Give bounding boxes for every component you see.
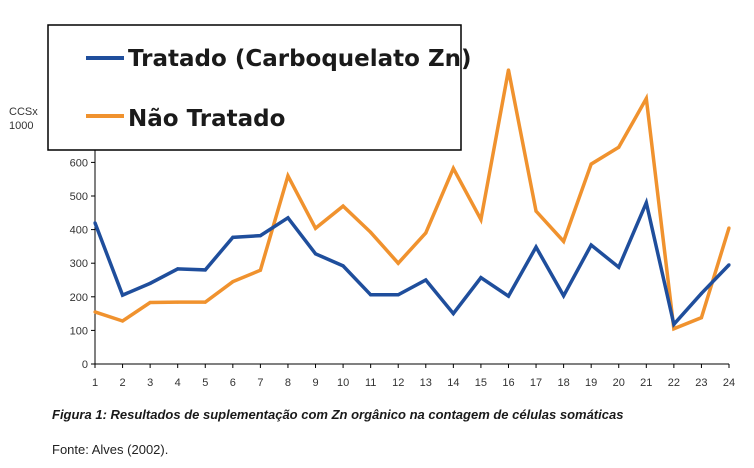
x-tick-label: 5 (202, 377, 208, 389)
y-tick-label: 100 (70, 325, 88, 337)
data-point-nao-tratado (562, 239, 566, 243)
data-point-tratado (644, 201, 648, 205)
data-point-nao-tratado (286, 174, 290, 178)
x-tick-label: 22 (668, 377, 680, 389)
data-point-nao-tratado (506, 68, 511, 72)
y-axis-label-line2: 1000 (9, 120, 33, 132)
data-point-nao-tratado (699, 316, 704, 320)
data-point-tratado (562, 294, 566, 298)
x-tick-label: 3 (147, 377, 153, 389)
data-point-tratado (93, 221, 97, 225)
data-point-tratado (506, 294, 511, 298)
data-point-nao-tratado (617, 145, 621, 149)
data-point-tratado (534, 245, 538, 249)
data-point-nao-tratado (93, 310, 97, 314)
data-point-tratado (341, 264, 345, 268)
data-point-nao-tratado (176, 300, 180, 304)
data-point-tratado (479, 276, 483, 280)
x-tick-label: 6 (230, 377, 236, 389)
x-tick-label: 23 (695, 377, 707, 389)
x-tick-label: 8 (285, 377, 291, 389)
x-tick-label: 17 (530, 377, 542, 389)
data-point-tratado (589, 243, 593, 247)
x-tick-label: 7 (257, 377, 263, 389)
x-tick-label: 2 (120, 377, 126, 389)
data-point-nao-tratado (341, 204, 345, 208)
data-point-nao-tratado (396, 261, 400, 265)
x-tick-label: 19 (585, 377, 597, 389)
y-tick-label: 500 (70, 191, 88, 203)
data-point-nao-tratado (589, 162, 593, 166)
series-layer (93, 68, 731, 332)
y-axis-label-line1: CCSx (9, 106, 38, 118)
y-tick-label: 600 (70, 157, 88, 169)
y-tick-label: 0 (82, 359, 88, 371)
x-tick-label: 18 (557, 377, 569, 389)
x-tick-label: 20 (613, 377, 625, 389)
x-tick-label: 16 (502, 377, 514, 389)
data-point-nao-tratado (148, 300, 152, 305)
data-point-nao-tratado (424, 231, 428, 235)
data-point-nao-tratado (727, 226, 731, 230)
data-point-tratado (617, 265, 621, 269)
data-point-tratado (727, 263, 731, 267)
x-tick-label: 4 (175, 377, 181, 389)
y-tick-label: 200 (70, 292, 88, 304)
data-point-tratado (120, 293, 125, 297)
data-point-tratado (699, 291, 704, 296)
data-point-nao-tratado (534, 209, 538, 213)
data-point-tratado (369, 293, 373, 297)
data-point-nao-tratado (313, 226, 318, 230)
x-tick-label: 24 (723, 377, 735, 389)
x-axis-ticks: 1 2 3 4 5 6 7 8 9 10 11 12 13 14 15 16 17 18 19 20 21 22 23 24 (92, 364, 735, 389)
data-point-nao-tratado (451, 166, 455, 171)
x-tick-label: 14 (447, 377, 459, 389)
data-point-tratado (148, 281, 152, 285)
data-point-tratado (396, 293, 400, 297)
data-point-tratado (176, 267, 180, 271)
figure-caption: Figura 1: Resultados de suplementação co… (52, 407, 624, 422)
data-point-tratado (451, 312, 455, 316)
figure-source: Fonte: Alves (2002). (52, 442, 169, 457)
series-line-nao-tratado (94, 69, 731, 332)
x-tick-label: 1 (92, 377, 98, 389)
y-tick-label: 400 (70, 225, 88, 237)
data-point-nao-tratado (258, 268, 262, 272)
legend: Tratado (Carboquelato Zn) Não Tratado (47, 24, 472, 151)
series-line-tratado (93, 197, 731, 329)
x-tick-label: 12 (392, 377, 404, 389)
x-tick-label: 10 (337, 377, 349, 389)
data-point-nao-tratado (203, 300, 207, 304)
data-point-tratado (231, 235, 235, 239)
x-tick-label: 9 (312, 377, 318, 389)
data-point-tratado (286, 216, 290, 220)
data-point-nao-tratado (231, 280, 235, 284)
data-point-nao-tratado (479, 217, 483, 222)
data-point-tratado (424, 278, 428, 282)
x-tick-label: 15 (475, 377, 487, 389)
x-tick-label: 13 (420, 377, 432, 389)
data-point-tratado (313, 252, 318, 256)
legend-label-tratado: Tratado (Carboquelato Zn) (128, 46, 472, 72)
data-point-tratado (258, 234, 262, 238)
data-point-tratado (672, 322, 676, 326)
y-axis-label: CCSx 1000 (9, 106, 38, 132)
data-point-nao-tratado (369, 230, 373, 234)
line-chart: CCSx 1000 010020030040050060070080090010… (9, 23, 735, 389)
x-tick-label: 21 (640, 377, 652, 389)
data-point-nao-tratado (120, 319, 125, 323)
data-point-nao-tratado (644, 96, 648, 101)
legend-box (47, 24, 462, 151)
y-tick-label: 300 (70, 258, 88, 270)
legend-label-nao-tratado: Não Tratado (128, 106, 285, 132)
data-point-tratado (203, 268, 207, 272)
x-tick-label: 11 (365, 377, 376, 389)
data-point-nao-tratado (672, 327, 676, 331)
